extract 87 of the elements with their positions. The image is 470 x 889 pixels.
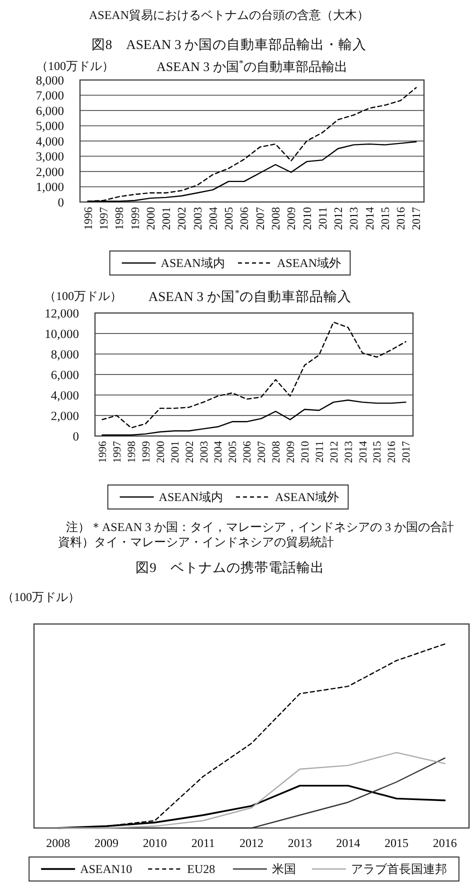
chart-title: 図8 ASEAN 3 か国の自動車部品輸出・輸入	[91, 37, 367, 52]
x-tick-label: 2011	[317, 206, 330, 230]
x-tick-label: 2003	[192, 206, 204, 230]
x-tick-label: 2009	[94, 836, 118, 850]
x-tick-label: 2005	[224, 206, 236, 230]
y-tick-label: 5,000	[36, 119, 64, 134]
y-tick-label: 6,000	[50, 368, 79, 382]
x-tick-label: 1999	[130, 206, 142, 230]
x-tick-label: 2012	[333, 206, 346, 230]
x-tick-label: 2013	[342, 440, 355, 463]
legend-label: 米国	[272, 862, 296, 876]
legend-label: ASEAN域外	[277, 256, 342, 270]
x-tick-label: 2006	[242, 440, 254, 463]
y-tick-label: 2,000	[50, 408, 79, 423]
x-tick-label: 2006	[239, 206, 252, 230]
x-tick-label: 2005	[227, 440, 240, 463]
x-tick-label: 2007	[254, 206, 267, 230]
chart-title: 図9 ベトナムの携帯電話輸出	[136, 560, 324, 575]
y-tick-label: 4,000	[50, 388, 79, 402]
text: 資料）タイ・マレーシア・インドネシアの貿易統計	[58, 535, 334, 549]
x-tick-label: 2008	[46, 836, 70, 850]
x-tick-label: 2013	[348, 206, 361, 230]
x-tick-label: 2004	[212, 440, 225, 463]
y-tick-label: 0	[72, 429, 79, 444]
legend-label: ASEAN域内	[160, 256, 225, 270]
x-tick-label: 2001	[161, 206, 174, 230]
x-tick-label: 2015	[372, 440, 384, 463]
y-tick-label: 8,000	[36, 73, 64, 88]
y-tick-label: 7,000	[36, 88, 64, 103]
x-tick-label: 2008	[270, 440, 283, 463]
legend-label: ASEAN域外	[275, 490, 340, 504]
y-tick-label: 1,000	[36, 180, 64, 194]
x-tick-label: 2002	[176, 206, 189, 230]
y-axis-title: （100万ドル）	[2, 590, 80, 604]
x-tick-label: 2000	[145, 206, 158, 230]
legend-label: ASEAN域内	[158, 490, 223, 504]
y-tick-label: 8,000	[50, 347, 79, 362]
x-tick-label: 2016	[432, 836, 457, 850]
x-tick-label: 2010	[302, 206, 314, 230]
x-tick-label: 2013	[288, 836, 312, 850]
x-tick-label: 2000	[154, 440, 167, 463]
x-tick-label: 2009	[286, 206, 298, 230]
x-tick-label: 2004	[208, 206, 220, 230]
x-tick-label: 2003	[198, 440, 210, 463]
x-tick-label: 2017	[400, 440, 413, 463]
x-tick-label: 2017	[411, 206, 424, 230]
chart-subtitle: ASEAN 3 か国$^{*}$の自動車部品輸出	[156, 58, 348, 74]
x-tick-label: 2012	[240, 836, 264, 850]
x-tick-label: 2016	[396, 206, 408, 230]
x-tick-label: 1998	[114, 206, 126, 230]
y-axis-title: （100万ドル）	[36, 59, 114, 73]
y-tick-label: 10,000	[44, 326, 79, 341]
x-tick-label: 2009	[284, 440, 297, 463]
y-tick-label: 2,000	[36, 164, 64, 179]
y-tick-label: 4,000	[36, 134, 64, 148]
x-tick-label: 1997	[98, 206, 110, 230]
legend-label: ASEAN10	[80, 862, 132, 876]
x-tick-label: 2001	[169, 441, 182, 463]
x-tick-label: 2010	[299, 440, 312, 463]
x-tick-label: 1999	[140, 440, 152, 463]
x-tick-label: 2011	[314, 441, 326, 463]
x-tick-label: 2015	[384, 836, 408, 850]
x-tick-label: 2016	[386, 440, 398, 463]
y-axis-title: （100万ドル）	[44, 289, 122, 303]
y-tick-label: 6,000	[36, 104, 64, 118]
x-tick-label: 1998	[126, 440, 138, 463]
x-tick-label: 1996	[97, 440, 110, 463]
text: ASEAN貿易におけるベトナムの台頭の含意（大木）	[88, 8, 370, 22]
x-tick-label: 2010	[142, 836, 167, 850]
y-tick-label: 3,000	[36, 150, 64, 164]
legend-label: EU28	[187, 862, 216, 876]
y-tick-label: 12,000	[44, 306, 79, 320]
y-tick-label: 0	[58, 195, 64, 210]
x-tick-label: 2008	[270, 206, 282, 230]
x-tick-label: 2011	[191, 836, 215, 850]
x-tick-label: 1997	[112, 440, 124, 463]
x-tick-label: 1996	[82, 206, 95, 230]
x-tick-label: 2014	[364, 206, 376, 230]
x-tick-label: 2014	[357, 440, 370, 463]
chart-title: ASEAN 3 か国$^{*}$の自動車部品輸入	[148, 289, 352, 304]
x-tick-label: 2015	[380, 206, 392, 230]
x-tick-label: 2012	[328, 441, 340, 463]
x-tick-label: 2002	[184, 441, 196, 463]
legend-label: アラブ首長国連邦	[350, 862, 447, 876]
text: 注）＊ASEAN 3 か国：タイ，マレーシア，インドネシアの 3 か国の合計	[66, 520, 454, 534]
x-tick-label: 2007	[256, 440, 268, 463]
x-tick-label: 2014	[336, 836, 360, 850]
